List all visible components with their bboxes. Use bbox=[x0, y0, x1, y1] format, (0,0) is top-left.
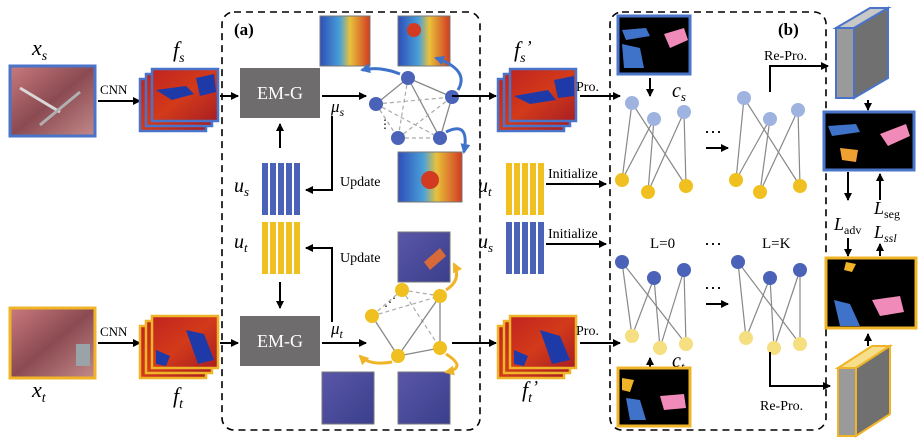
source-projected-stack bbox=[496, 67, 578, 133]
source-attention-map-1 bbox=[319, 15, 371, 67]
source-update-label: Update bbox=[340, 175, 380, 190]
source-bipartite-l0 bbox=[615, 96, 693, 199]
init-bottom-memory-bars bbox=[506, 222, 544, 274]
target-image bbox=[8, 306, 97, 380]
target-repro-label: Re-Pro. bbox=[760, 399, 803, 414]
init-top-label: Initialize bbox=[548, 167, 598, 182]
target-image-label: xt bbox=[31, 377, 47, 406]
source-projected-label: fs’ bbox=[514, 37, 532, 66]
source-discriminator-block bbox=[832, 6, 892, 100]
source-repro-label: Re-Pro. bbox=[764, 49, 807, 64]
target-mu-label: μt bbox=[330, 319, 344, 341]
target-update-label: Update bbox=[340, 251, 380, 266]
source-mu-label: μs bbox=[330, 97, 345, 119]
target-emg-block bbox=[240, 316, 320, 366]
panel-b-label: (b) bbox=[778, 20, 799, 39]
target-feature-label: ft bbox=[173, 383, 184, 412]
init-bottom-label: Initialize bbox=[548, 227, 598, 242]
target-emg-label: EM-G bbox=[257, 331, 303, 351]
loss-adv-label: Ladv bbox=[833, 214, 861, 237]
source-image-label: xs bbox=[31, 35, 48, 64]
target-pro-label: Pro. bbox=[576, 324, 599, 339]
source-emg-label: EM-G bbox=[257, 83, 303, 103]
target-graph: ⋰ bbox=[358, 262, 463, 376]
source-memory-bars bbox=[262, 163, 300, 215]
target-memory-bars bbox=[262, 222, 300, 274]
source-graph: ⋮ bbox=[360, 55, 471, 154]
target-feature-stack bbox=[138, 314, 220, 380]
target-projected-stack bbox=[496, 314, 578, 380]
target-projected-label: ft’ bbox=[522, 377, 538, 406]
source-feature-stack bbox=[138, 67, 220, 133]
layer-end-label: L=K bbox=[762, 236, 791, 252]
panel-a-label: (a) bbox=[234, 20, 254, 39]
source-attention-map-2 bbox=[397, 15, 451, 67]
init-top-memory-label: ut bbox=[478, 175, 492, 199]
target-bipartite-l0 bbox=[615, 255, 693, 355]
panel-b-box bbox=[609, 11, 827, 431]
loss-ssl-label: Lssl bbox=[873, 222, 897, 245]
target-mask-input bbox=[616, 366, 692, 428]
init-top-memory-bars bbox=[506, 163, 544, 215]
source-class-label: cs bbox=[672, 80, 686, 104]
target-attention-map-2 bbox=[321, 371, 375, 425]
init-bottom-memory-label: us bbox=[478, 231, 493, 255]
source-pro-label: Pro. bbox=[576, 80, 599, 95]
target-layer-ellipsis: ⋯ bbox=[704, 278, 722, 298]
target-bipartite-lk bbox=[731, 255, 807, 355]
svg-text:⋰: ⋰ bbox=[384, 295, 396, 309]
target-discriminator-block bbox=[834, 344, 894, 438]
source-mask-input bbox=[616, 14, 692, 76]
source-memory-label: us bbox=[234, 175, 249, 199]
loss-seg-label: Lseg bbox=[873, 198, 900, 221]
source-output-mask bbox=[822, 110, 916, 172]
target-output-mask bbox=[824, 256, 918, 330]
source-cnn-label: CNN bbox=[100, 82, 128, 97]
target-cnn-label: CNN bbox=[100, 324, 128, 339]
layer-middle-ellipsis: ⋯ bbox=[704, 234, 722, 254]
source-bipartite-lk bbox=[729, 91, 807, 199]
source-emg-block bbox=[240, 68, 320, 118]
svg-text:⋮: ⋮ bbox=[379, 117, 391, 131]
source-image bbox=[8, 64, 97, 138]
panel-a-box bbox=[221, 11, 481, 431]
source-layer-ellipsis: ⋯ bbox=[704, 122, 722, 142]
target-attention-map-3 bbox=[397, 371, 451, 425]
target-memory-label: ut bbox=[234, 231, 248, 255]
layer-start-label: L=0 bbox=[650, 236, 675, 252]
source-feature-label: fs bbox=[173, 37, 185, 66]
